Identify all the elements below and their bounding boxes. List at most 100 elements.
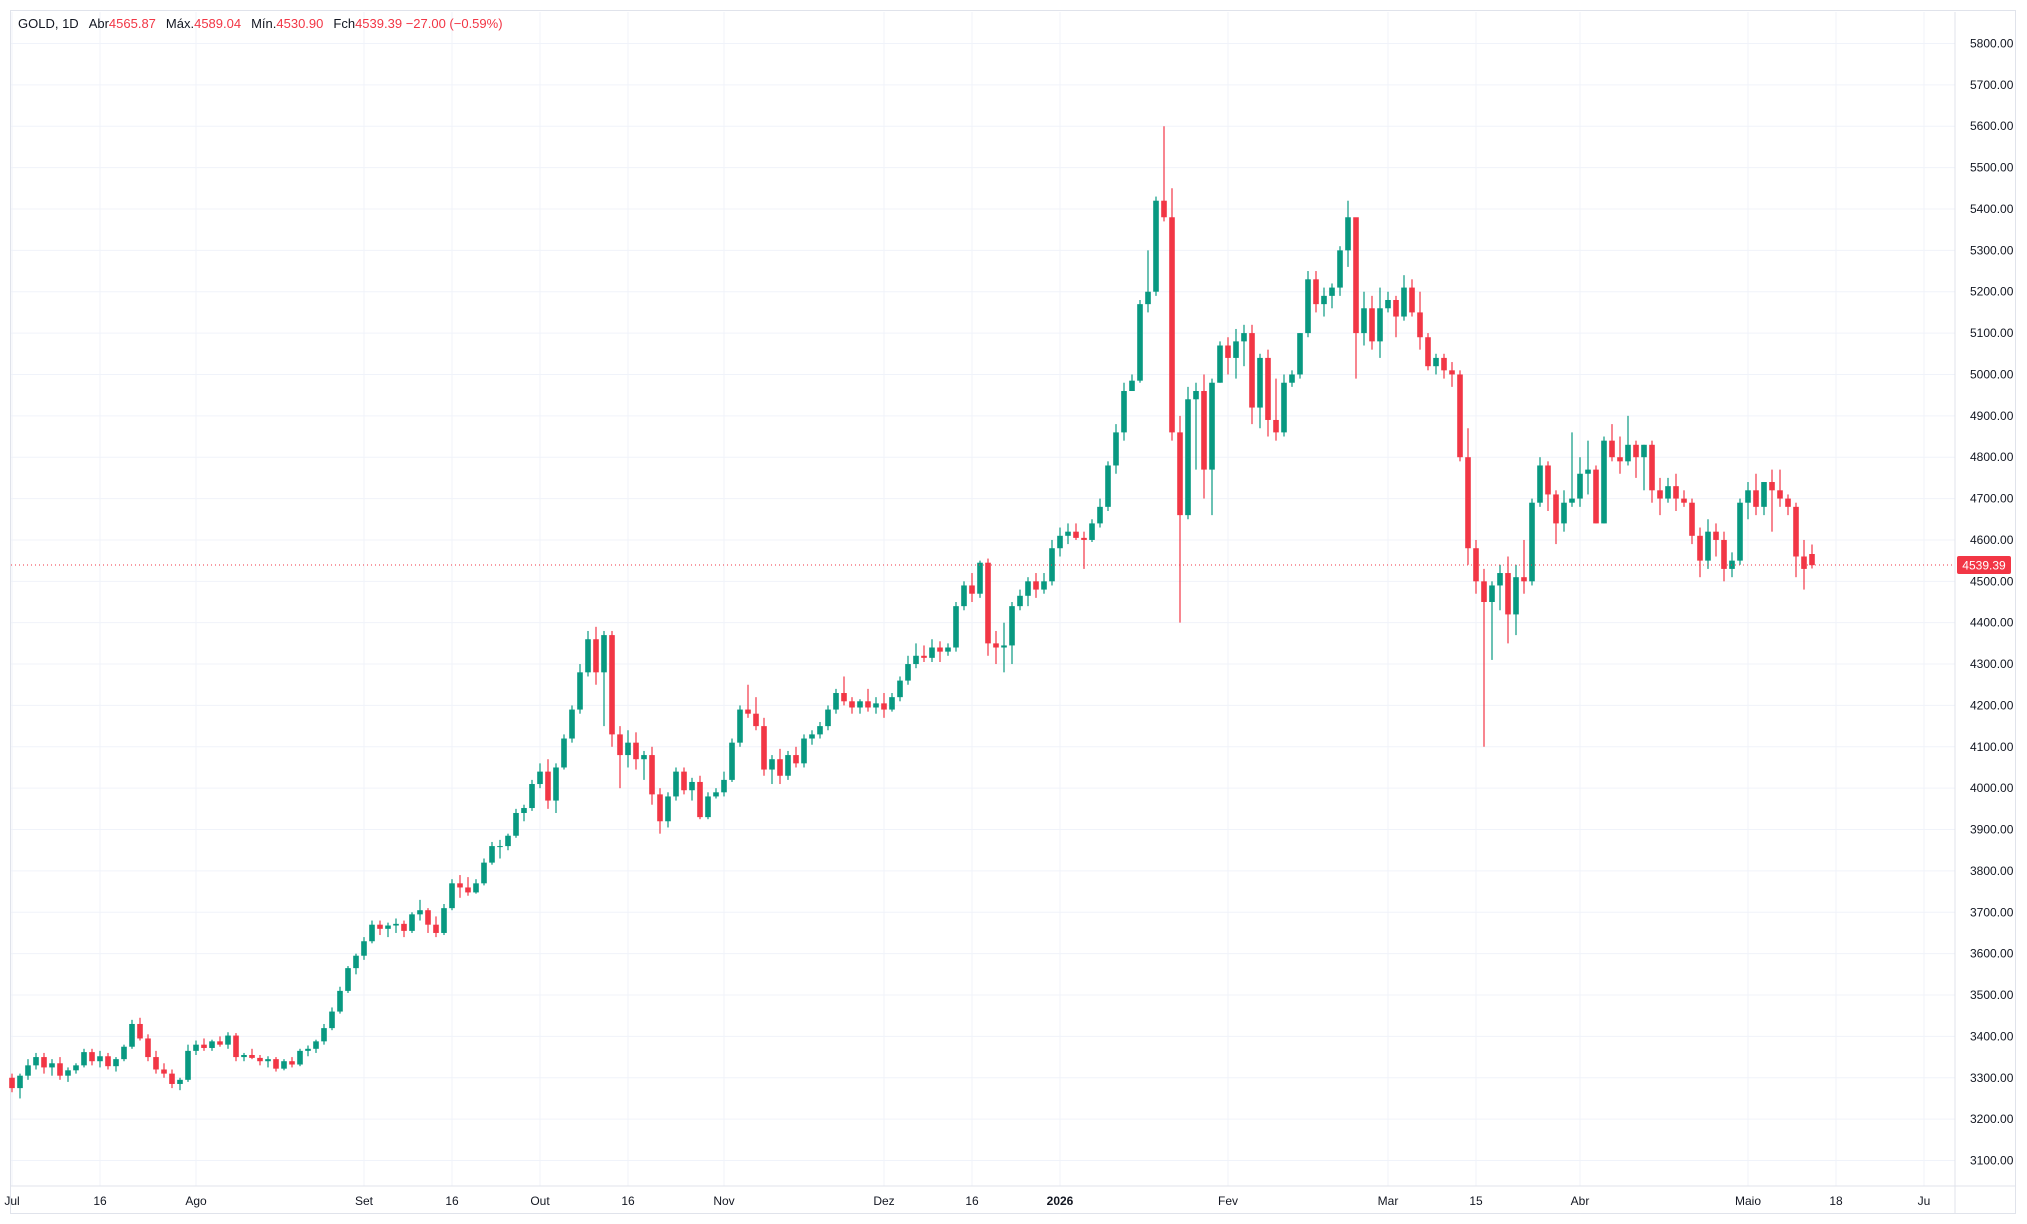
candle xyxy=(137,1017,143,1041)
candle-body xyxy=(1081,537,1087,540)
candle xyxy=(321,1023,327,1045)
candle xyxy=(865,688,871,712)
candle xyxy=(1145,250,1151,313)
open-label: Abr xyxy=(88,16,109,31)
candle xyxy=(1473,539,1479,594)
candle xyxy=(601,630,607,727)
candle xyxy=(1801,539,1807,590)
candle xyxy=(1265,349,1271,437)
time-axis[interactable]: Jul 16 Ago Set 16 Out 16 Nov Dez 16 2026 Fev Mar 15 Ab… xyxy=(4,1185,2016,1208)
candle xyxy=(209,1039,215,1051)
candle-body xyxy=(1601,440,1607,524)
y-tick-label: 5200.00 xyxy=(1970,285,2014,299)
candle-body xyxy=(1185,399,1191,516)
candle-body xyxy=(481,862,487,884)
candle xyxy=(633,732,639,770)
candle xyxy=(1113,424,1119,474)
candle xyxy=(1169,188,1175,441)
candle xyxy=(121,1044,127,1062)
candle xyxy=(1625,415,1631,466)
candle-body xyxy=(361,941,367,956)
candle-body xyxy=(1089,523,1095,540)
candle xyxy=(1209,378,1215,516)
candle-body xyxy=(721,779,727,793)
candle-body xyxy=(449,883,455,909)
candle-body xyxy=(17,1075,23,1089)
candle xyxy=(457,875,463,898)
candle xyxy=(1281,374,1287,437)
candle xyxy=(129,1019,135,1049)
candle-body xyxy=(1049,548,1055,582)
candle-body xyxy=(289,1061,295,1065)
candle xyxy=(97,1050,103,1068)
candle-body xyxy=(1065,531,1071,536)
candle-body xyxy=(1793,506,1799,557)
candle-body xyxy=(1169,217,1175,433)
candle-body xyxy=(1241,333,1247,342)
y-tick-label: 3800.00 xyxy=(1970,864,2014,878)
candle-body xyxy=(1121,391,1127,433)
candle xyxy=(809,730,815,745)
open-value: 4565.87 xyxy=(108,16,156,31)
candle-body xyxy=(1393,299,1399,317)
candle xyxy=(1193,382,1199,470)
change-value: −27.00 (−0.59%) xyxy=(405,16,503,31)
candle xyxy=(409,912,415,933)
candle-body xyxy=(1273,419,1279,433)
candle xyxy=(1353,217,1359,379)
candle xyxy=(1441,353,1447,379)
y-tick-label: 3400.00 xyxy=(1970,1029,2014,1043)
candle-body xyxy=(585,639,591,673)
candle xyxy=(1329,283,1335,309)
candle xyxy=(833,688,839,714)
candle-body xyxy=(33,1057,39,1066)
candle-body xyxy=(1265,357,1271,420)
y-tick-label: 3200.00 xyxy=(1970,1112,2014,1126)
candle-body xyxy=(521,808,527,813)
candle-body xyxy=(1777,490,1783,499)
candle-body xyxy=(417,910,423,915)
candle xyxy=(785,750,791,780)
candle xyxy=(449,879,455,911)
y-tick-label: 4800.00 xyxy=(1970,450,2014,464)
candle-body xyxy=(1369,308,1375,342)
candle xyxy=(465,877,471,896)
price-axis[interactable]: 5800.00 5700.00 5600.00 5500.00 5400.00 5300.… xyxy=(1954,12,2014,1213)
x-tick-label: Abr xyxy=(1571,1194,1590,1208)
candle-body xyxy=(625,742,631,756)
symbol-label[interactable]: GOLD, 1D xyxy=(18,16,79,31)
candle xyxy=(65,1067,71,1082)
candle xyxy=(17,1073,23,1099)
candle-body xyxy=(537,771,543,785)
candle-body xyxy=(97,1056,103,1062)
candle xyxy=(41,1052,47,1074)
candle xyxy=(561,734,567,770)
candle-body xyxy=(1633,444,1639,458)
candle-body xyxy=(1249,333,1255,408)
candle xyxy=(777,748,783,785)
candle-body xyxy=(1289,374,1295,383)
candle xyxy=(337,986,343,1014)
high-value: 4589.04 xyxy=(194,16,242,31)
candle-body xyxy=(65,1070,71,1076)
candle xyxy=(729,738,735,782)
candle xyxy=(1161,126,1167,222)
y-tick-label: 4600.00 xyxy=(1970,533,2014,547)
candle xyxy=(1249,324,1255,425)
candle-body xyxy=(1673,486,1679,499)
candle-body xyxy=(1785,498,1791,507)
candle xyxy=(105,1052,111,1070)
candle xyxy=(1737,498,1743,565)
candle xyxy=(161,1063,167,1078)
y-tick-label: 4700.00 xyxy=(1970,492,2014,506)
candle-body xyxy=(993,643,999,648)
candle-body xyxy=(105,1056,111,1067)
candle-body xyxy=(433,924,439,933)
candle xyxy=(849,697,855,714)
candle xyxy=(1585,440,1591,495)
candle xyxy=(585,630,591,677)
candle xyxy=(801,734,807,768)
candle xyxy=(617,726,623,789)
candle-body xyxy=(1385,299,1391,309)
